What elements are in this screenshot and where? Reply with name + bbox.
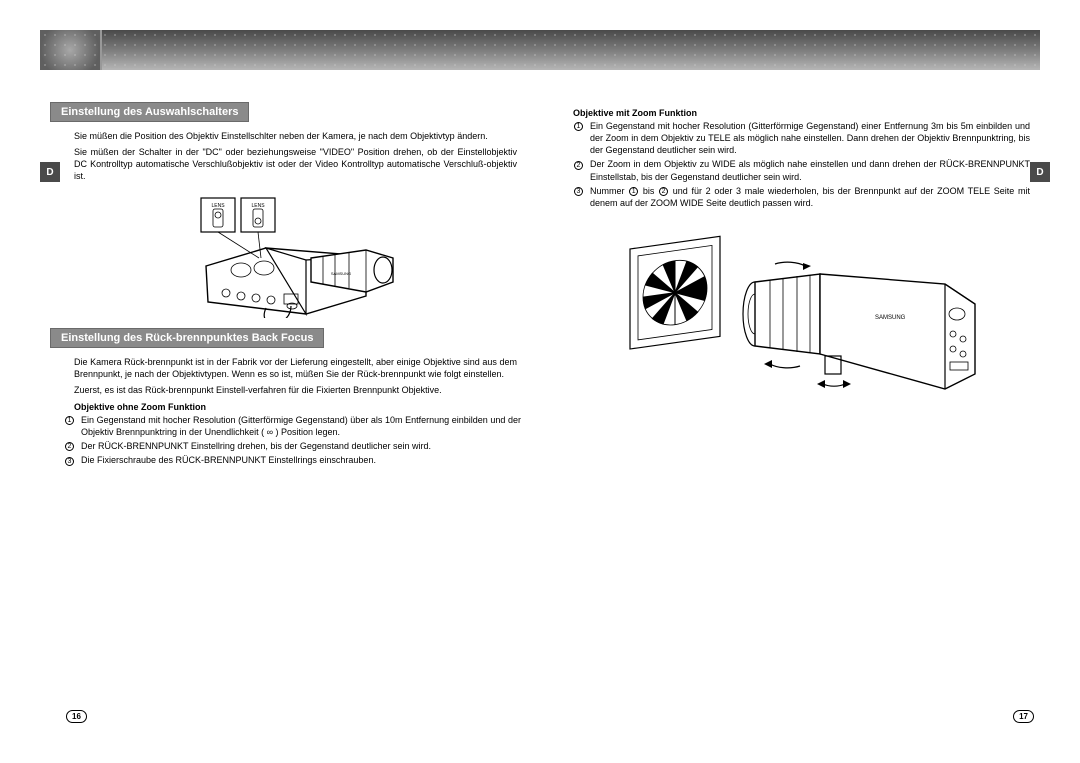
list-item: 1 Ein Gegenstand mit hocher Resolution (… [573, 120, 1030, 156]
list-marker: 2 [64, 440, 75, 452]
two-column-layout: Einstellung des Auswahlschalters Sie müß… [50, 102, 1040, 723]
list-marker: 3 [64, 454, 75, 466]
sub-heading: Objektive mit Zoom Funktion [573, 108, 1026, 118]
svg-text:LENS: LENS [251, 203, 265, 209]
text-fragment: Nummer [590, 186, 628, 196]
svg-text:SAMSUNG: SAMSUNG [875, 315, 906, 321]
list-text: Der RÜCK-BRENNPUNKT Einstellring drehen,… [81, 440, 521, 452]
list-text: Die Fixierschraube des RÜCK-BRENNPUNKT E… [81, 454, 521, 466]
list-item: 2 Der RÜCK-BRENNPUNKT Einstellring drehe… [64, 440, 521, 452]
svg-text:SAMSUNG: SAMSUNG [330, 271, 350, 276]
list-text: Ein Gegenstand mit hocher Resolution (Gi… [81, 414, 521, 438]
paragraph: Sie müßen der Schalter in der "DC" oder … [74, 146, 517, 182]
list-marker: 1 [573, 120, 584, 156]
right-column: Objektive mit Zoom Funktion 1 Ein Gegens… [559, 102, 1040, 723]
switch-diagram: LENS LENS SAMSUNG [161, 193, 421, 318]
section-heading: Einstellung des Auswahlschalters [50, 102, 249, 122]
list-marker: 3 [573, 185, 584, 209]
text-fragment: bis [639, 186, 658, 196]
page-number: 17 [1013, 710, 1034, 723]
list-text: Der Zoom in dem Objektiv zu WIDE als mög… [590, 158, 1030, 182]
sub-heading: Objektive ohne Zoom Funktion [74, 402, 517, 412]
page-number: 16 [66, 710, 87, 723]
list-item: 1 Ein Gegenstand mit hocher Resolution (… [64, 414, 521, 438]
paragraph: Sie müßen die Position des Objektiv Eins… [74, 130, 517, 142]
list-marker: 1 [64, 414, 75, 438]
list-item: 3 Nummer 1 bis 2 und für 2 oder 3 male w… [573, 185, 1030, 209]
list-text: Nummer 1 bis 2 und für 2 oder 3 male wie… [590, 185, 1030, 209]
svg-text:LENS: LENS [211, 203, 225, 209]
list-item: 2 Der Zoom in dem Objektiv zu WIDE als m… [573, 158, 1030, 182]
section-heading: Einstellung des Rück-brennpunktes Back F… [50, 328, 324, 348]
left-column: Einstellung des Auswahlschalters Sie müß… [50, 102, 531, 723]
list-marker: 2 [573, 158, 584, 182]
decorative-header-band [40, 30, 1040, 70]
list-text: Ein Gegenstand mit hocher Resolution (Gi… [590, 120, 1030, 156]
paragraph: Zuerst, es ist das Rück-brennpunkt Einst… [74, 384, 517, 396]
focus-diagram: SAMSUNG [610, 219, 990, 419]
paragraph: Die Kamera Rück-brennpunkt ist in der Fa… [74, 356, 517, 380]
list-item: 3 Die Fixierschraube des RÜCK-BRENNPUNKT… [64, 454, 521, 466]
